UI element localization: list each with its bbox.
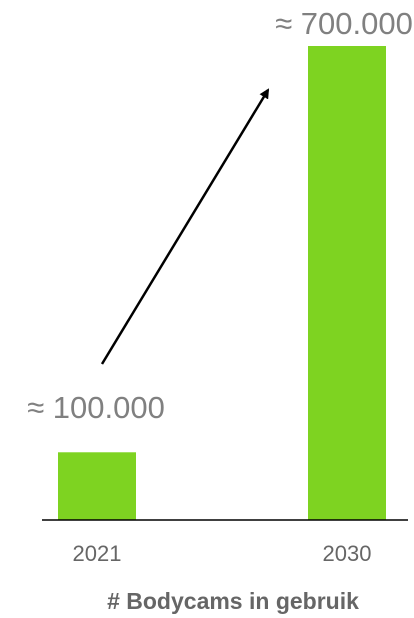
value-label-2021: ≈ 100.000 — [27, 390, 165, 425]
x-tick-label-2021: 2021 — [73, 541, 122, 566]
x-axis-title: # Bodycams in gebruik — [107, 588, 359, 614]
x-tick-label-2030: 2030 — [323, 541, 372, 566]
value-label-2030: ≈ 700.000 — [275, 6, 413, 41]
bar-2021 — [58, 452, 136, 520]
growth-arrow — [100, 88, 270, 365]
bar-2030 — [308, 46, 386, 520]
